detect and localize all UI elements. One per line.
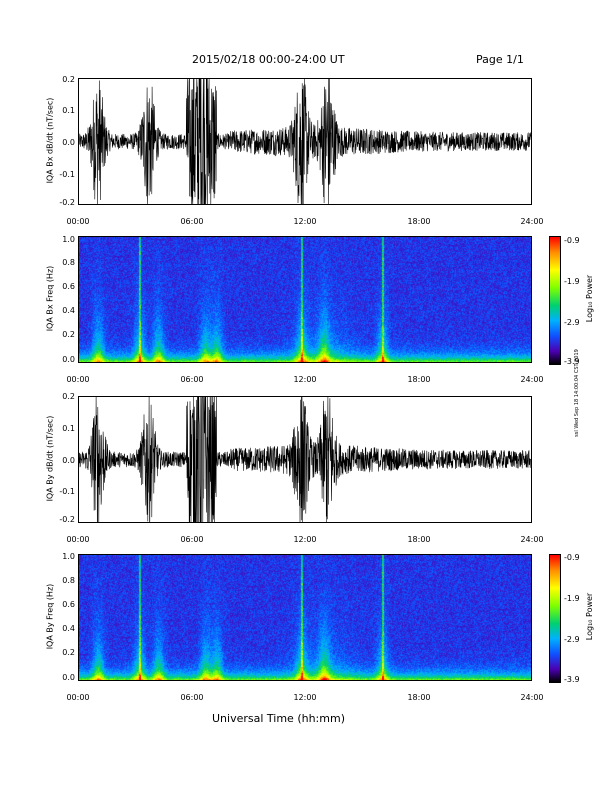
y-tick: 0.2 bbox=[62, 392, 75, 401]
waveform-trace bbox=[79, 79, 531, 204]
x-tick: 06:00 bbox=[180, 693, 204, 702]
x-tick: 06:00 bbox=[180, 535, 204, 544]
x-tick: 24:00 bbox=[520, 693, 544, 702]
colorbar-tick: -0.9 bbox=[564, 236, 580, 245]
x-tick: 18:00 bbox=[407, 375, 431, 384]
y-tick: 0.8 bbox=[62, 576, 75, 585]
colorbar-tick: -1.9 bbox=[564, 277, 580, 286]
colorbar-tick: -1.9 bbox=[564, 594, 580, 603]
x-axis-label: Universal Time (hh:mm) bbox=[212, 712, 345, 725]
x-tick: 06:00 bbox=[180, 375, 204, 384]
x-tick: 12:00 bbox=[293, 693, 317, 702]
y-tick: 0.0 bbox=[62, 456, 75, 465]
x-tick: 06:00 bbox=[180, 217, 204, 226]
page-indicator: Page 1/1 bbox=[476, 53, 524, 66]
x-tick: 00:00 bbox=[66, 535, 90, 544]
y-tick: 0.2 bbox=[62, 330, 75, 339]
y-tick: -0.2 bbox=[59, 515, 75, 524]
colorbar-label: Log₁₀ Power bbox=[585, 274, 595, 323]
by-spectrogram-panel bbox=[78, 554, 532, 681]
colorbar-by bbox=[549, 554, 561, 683]
bx-waveform-plot bbox=[79, 79, 531, 204]
y-tick: 1.0 bbox=[62, 552, 75, 561]
bx-spectrogram bbox=[79, 237, 531, 362]
y-tick: 1.0 bbox=[62, 235, 75, 244]
x-tick: 00:00 bbox=[66, 375, 90, 384]
by-waveform-panel bbox=[78, 396, 532, 523]
timestamp-stamp: ssl Wed Sep 18 14:00:04 CST 2019 bbox=[573, 349, 580, 437]
colorbar-bx bbox=[549, 236, 561, 365]
colorbar-tick: -0.9 bbox=[564, 553, 580, 562]
y-tick: 0.6 bbox=[62, 282, 75, 291]
by-waveform-plot bbox=[79, 397, 531, 522]
x-tick: 00:00 bbox=[66, 693, 90, 702]
y-tick: 0.1 bbox=[62, 106, 75, 115]
colorbar-tick: -2.9 bbox=[564, 318, 580, 327]
x-tick: 24:00 bbox=[520, 375, 544, 384]
y-tick: 0.0 bbox=[62, 355, 75, 364]
colorbar-tick: -2.9 bbox=[564, 635, 580, 644]
date-range-title: 2015/02/18 00:00-24:00 UT bbox=[192, 53, 345, 66]
y-tick: 0.4 bbox=[62, 624, 75, 633]
colorbar-label: Log₁₀ Power bbox=[585, 592, 595, 641]
x-tick: 18:00 bbox=[407, 535, 431, 544]
x-tick: 24:00 bbox=[520, 535, 544, 544]
x-tick: 12:00 bbox=[293, 375, 317, 384]
y-tick: 0.6 bbox=[62, 600, 75, 609]
waveform-trace bbox=[79, 397, 531, 522]
y-tick: 0.2 bbox=[62, 648, 75, 657]
x-tick: 24:00 bbox=[520, 217, 544, 226]
x-tick: 18:00 bbox=[407, 693, 431, 702]
x-tick: 00:00 bbox=[66, 217, 90, 226]
y-tick: 0.8 bbox=[62, 258, 75, 267]
y-tick: 0.0 bbox=[62, 138, 75, 147]
y-tick: 0.1 bbox=[62, 424, 75, 433]
colorbar-tick: -3.9 bbox=[564, 675, 580, 684]
y-tick: -0.1 bbox=[59, 170, 75, 179]
by-spectrogram bbox=[79, 555, 531, 680]
y-tick: -0.1 bbox=[59, 487, 75, 496]
x-tick: 12:00 bbox=[293, 217, 317, 226]
y-tick: 0.4 bbox=[62, 306, 75, 315]
x-tick: 18:00 bbox=[407, 217, 431, 226]
bx-spectrogram-panel bbox=[78, 236, 532, 363]
bx-waveform-panel bbox=[78, 78, 532, 205]
y-tick: 0.0 bbox=[62, 673, 75, 682]
y-tick: -0.2 bbox=[59, 198, 75, 207]
x-tick: 12:00 bbox=[293, 535, 317, 544]
y-tick: 0.2 bbox=[62, 75, 75, 84]
colorbar-tick: -3.9 bbox=[564, 357, 580, 366]
